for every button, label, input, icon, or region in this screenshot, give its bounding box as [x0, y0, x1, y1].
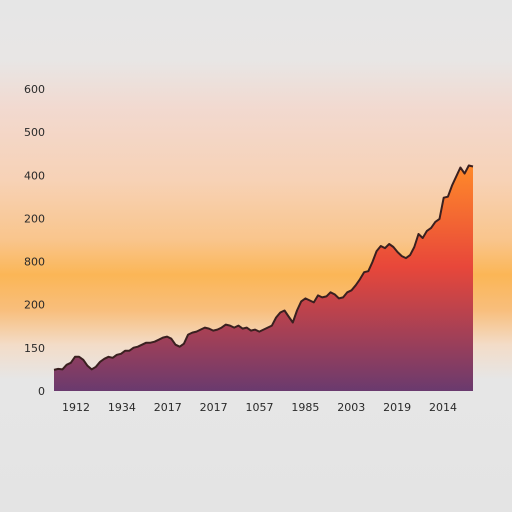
x-tick-label: 2003 — [337, 401, 365, 414]
x-tick-label: 1985 — [291, 401, 319, 414]
y-tick-label: 800 — [24, 256, 45, 269]
x-tick-label: 2017 — [200, 401, 228, 414]
y-tick-label: 150 — [24, 342, 45, 355]
series-line — [53, 164, 474, 371]
y-tick-label: 0 — [38, 385, 45, 398]
y-tick-label: 400 — [24, 169, 45, 182]
x-tick-label: 2017 — [154, 401, 182, 414]
x-tick-label: 1934 — [108, 401, 136, 414]
y-axis-tick-labels: 0 150 200 800 200 400 500 600 — [24, 83, 45, 398]
x-tick-label: 2019 — [383, 401, 411, 414]
x-tick-label: 2014 — [429, 401, 457, 414]
x-tick-label: 1912 — [62, 401, 90, 414]
x-axis-tick-labels: 1912 1934 2017 2017 1057 1985 2003 2019 2014 — [62, 401, 457, 414]
y-tick-label: 500 — [24, 126, 45, 139]
y-tick-label: 600 — [24, 83, 45, 96]
area-fill — [54, 165, 473, 391]
x-tick-label: 1057 — [246, 401, 274, 414]
y-tick-label: 200 — [24, 299, 45, 312]
y-tick-label: 200 — [24, 212, 45, 225]
